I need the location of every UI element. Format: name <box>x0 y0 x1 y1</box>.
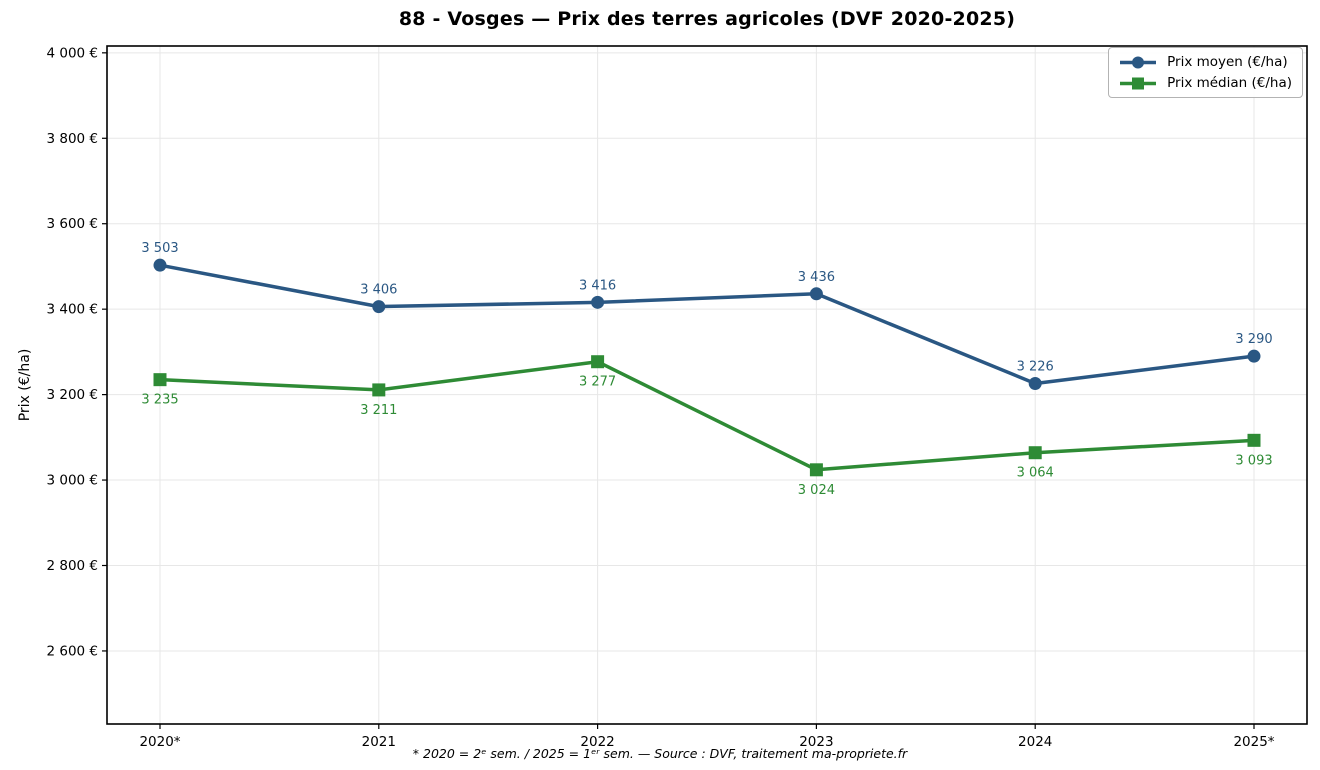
data-label: 3 093 <box>1235 453 1272 468</box>
x-tick-label: 2024 <box>1018 734 1052 750</box>
data-point-marker <box>809 463 823 477</box>
data-label: 3 226 <box>1017 360 1054 375</box>
plot-border <box>106 45 1308 725</box>
series-line <box>158 263 1256 386</box>
data-point-marker <box>1247 433 1261 447</box>
series-prix-median: 3 235 3 211 3 277 3 024 3 064 3 093 <box>141 355 1273 498</box>
data-point-marker <box>372 300 386 314</box>
data-point-marker <box>809 287 823 301</box>
data-label: 3 290 <box>1235 332 1272 347</box>
legend: Prix moyen (€/ha) Prix médian (€/ha) <box>1108 47 1303 98</box>
data-point-marker <box>1028 446 1042 460</box>
x-tick-label: 2020* <box>139 734 180 750</box>
y-tick-labels: 2 600 € 2 800 € 3 000 € 3 200 € 3 400 € 3 600… <box>46 45 98 659</box>
data-label: 3 503 <box>141 241 178 256</box>
series-prix-moyen: 3 503 3 406 3 416 3 436 3 226 3 290 <box>141 241 1273 391</box>
data-point-marker <box>1028 377 1042 391</box>
legend-item-prix-moyen: Prix moyen (€/ha) <box>1118 54 1292 70</box>
y-tick-label: 3 800 € <box>46 131 98 147</box>
data-label: 3 436 <box>798 270 835 285</box>
axis-ticks <box>102 52 1255 729</box>
data-label: 3 211 <box>360 403 397 418</box>
data-point-marker <box>372 383 386 397</box>
y-tick-label: 3 400 € <box>46 302 98 318</box>
x-tick-label: 2023 <box>799 734 833 750</box>
data-point-marker <box>591 295 605 309</box>
chart-title: 88 - Vosges — Prix des terres agricoles … <box>398 8 1016 30</box>
data-point-marker <box>153 373 167 387</box>
y-tick-label: 3 200 € <box>46 387 98 403</box>
legend-line-circle-icon <box>1120 56 1157 68</box>
legend-label-prix-moyen: Prix moyen (€/ha) <box>1167 54 1288 70</box>
data-point-marker <box>153 258 167 272</box>
series-line <box>158 359 1256 472</box>
y-tick-label: 3 600 € <box>46 216 98 232</box>
x-tick-label: 2025* <box>1233 734 1274 750</box>
data-label: 3 024 <box>798 483 835 498</box>
data-point-marker <box>591 355 605 369</box>
data-label: 3 235 <box>141 393 178 408</box>
data-point-marker <box>1247 349 1261 363</box>
footnote: * 2020 = 2ᵉ sem. / 2025 = 1ᵉʳ sem. — Sou… <box>412 746 908 761</box>
legend-label-prix-median: Prix médian (€/ha) <box>1167 75 1292 91</box>
legend-item-prix-median: Prix médian (€/ha) <box>1118 75 1292 91</box>
x-tick-labels: 2020* 2021 2022 2023 2024 2025* <box>139 734 1274 750</box>
y-tick-label: 2 800 € <box>46 558 98 574</box>
gridlines <box>107 46 1307 724</box>
data-label: 3 416 <box>579 278 616 293</box>
data-label: 3 406 <box>360 283 397 298</box>
x-tick-label: 2021 <box>362 734 396 750</box>
y-tick-label: 4 000 € <box>46 45 98 61</box>
y-tick-label: 2 600 € <box>46 643 98 659</box>
x-tick-label: 2022 <box>580 734 614 750</box>
y-tick-label: 3 000 € <box>46 473 98 489</box>
data-label: 3 064 <box>1017 466 1054 481</box>
legend-line-square-icon <box>1120 77 1157 89</box>
data-label: 3 277 <box>579 375 616 390</box>
